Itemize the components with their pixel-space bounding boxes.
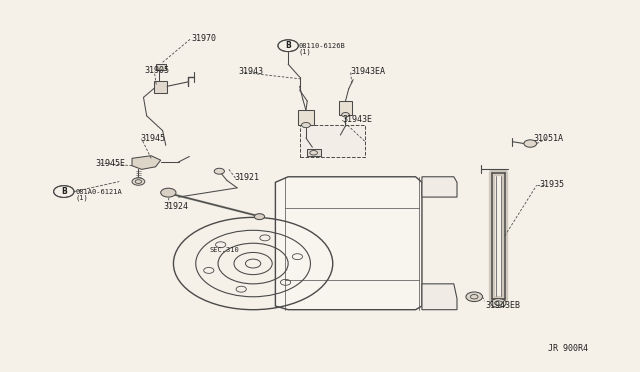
Circle shape — [132, 178, 145, 185]
Polygon shape — [422, 284, 457, 310]
Polygon shape — [422, 177, 457, 197]
Text: 31945: 31945 — [140, 134, 165, 142]
Polygon shape — [339, 101, 352, 115]
Text: JR 900R4: JR 900R4 — [548, 344, 588, 353]
Circle shape — [491, 299, 506, 308]
Text: 31924: 31924 — [164, 202, 189, 211]
Polygon shape — [156, 64, 166, 70]
Polygon shape — [132, 156, 161, 169]
Text: (1): (1) — [299, 49, 312, 55]
Circle shape — [54, 186, 74, 198]
Text: 31945E: 31945E — [96, 158, 125, 168]
Text: 31935: 31935 — [540, 180, 565, 189]
Text: SEC.310: SEC.310 — [209, 247, 239, 253]
Text: 081A0-6121A: 081A0-6121A — [76, 189, 123, 195]
Circle shape — [342, 112, 349, 117]
Circle shape — [524, 140, 537, 147]
Text: 31943: 31943 — [239, 67, 264, 76]
Text: (1): (1) — [76, 195, 89, 201]
Polygon shape — [307, 149, 321, 157]
Text: B: B — [61, 187, 67, 196]
Text: 31943E: 31943E — [342, 115, 372, 124]
Text: 08110-6126B: 08110-6126B — [299, 43, 346, 49]
Polygon shape — [275, 177, 422, 310]
Circle shape — [161, 188, 176, 197]
Text: 31970: 31970 — [191, 34, 216, 43]
Text: 31051A: 31051A — [534, 134, 563, 142]
Text: 31905: 31905 — [145, 66, 170, 75]
Circle shape — [466, 292, 483, 302]
Polygon shape — [300, 125, 365, 157]
Text: 31921: 31921 — [235, 173, 260, 182]
Circle shape — [214, 168, 225, 174]
Circle shape — [301, 122, 310, 128]
Polygon shape — [154, 81, 167, 93]
Text: 31943EB: 31943EB — [486, 301, 521, 311]
Text: 31943EA: 31943EA — [351, 67, 385, 76]
Text: B: B — [285, 41, 291, 50]
Polygon shape — [298, 110, 314, 125]
Circle shape — [254, 214, 264, 219]
Circle shape — [278, 40, 298, 52]
